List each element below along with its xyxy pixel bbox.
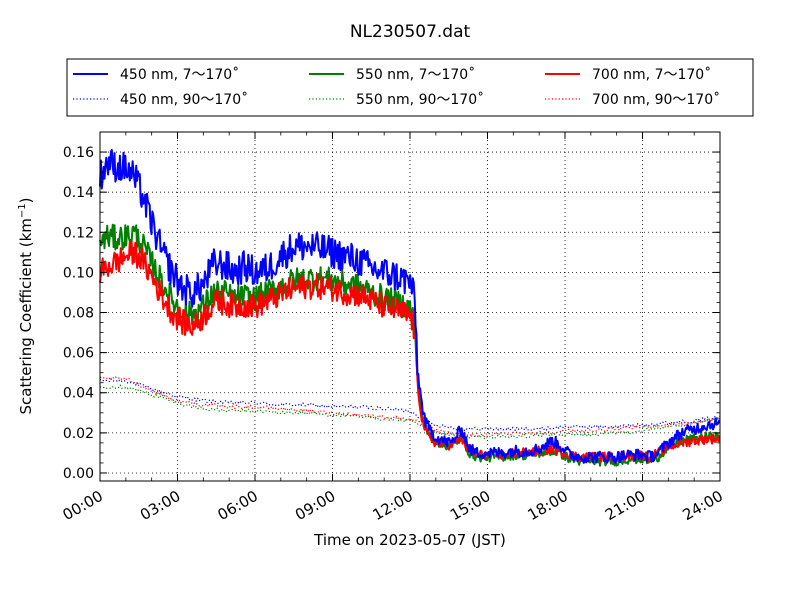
series-line-0	[99, 148, 721, 464]
x-tick-label: 15:00	[447, 487, 493, 524]
y-axis-label-main: Scattering Coefficient (km	[17, 218, 35, 414]
y-tick-label: 0.04	[63, 386, 94, 402]
series-line-1	[99, 223, 721, 467]
legend-label: 550 nm, 7～170˚	[356, 66, 475, 83]
legend-label: 700 nm, 7～170˚	[592, 66, 711, 83]
legend-label: 550 nm, 90～170˚	[356, 91, 484, 108]
y-axis-label-end: )	[17, 197, 35, 203]
y-tick-label: 0.08	[63, 306, 94, 322]
y-tick-label: 0.06	[63, 346, 94, 362]
y-tick-label: 0.16	[63, 145, 94, 161]
series-line-5	[99, 376, 721, 438]
plot-area	[99, 148, 721, 467]
grid	[100, 132, 720, 481]
x-tick-label: 12:00	[370, 487, 416, 524]
ticks: 0.00 0.02 0.04 0.06 0.08 0.10 0.12 0.14 0.16 00:0…	[60, 132, 726, 524]
y-tick-label: 0.14	[63, 185, 94, 201]
x-tick-label: 09:00	[292, 487, 338, 524]
x-tick-label: 24:00	[680, 487, 726, 524]
legend-label: 450 nm, 90～170˚	[120, 91, 248, 108]
y-tick-label: 0.10	[63, 265, 94, 281]
y-axis-label: Scattering Coefficient (km−1)	[17, 197, 35, 414]
x-tick-label: 18:00	[525, 487, 571, 524]
x-tick-label: 06:00	[215, 487, 261, 524]
legend-box	[66, 58, 754, 117]
y-tick-label: 0.02	[63, 426, 94, 442]
x-axis-label: Time on 2023-05-07 (JST)	[313, 531, 506, 549]
x-tick-label: 00:00	[60, 487, 106, 524]
y-tick-label: 0.12	[63, 225, 94, 241]
y-axis-label-sup: −1	[17, 203, 28, 218]
y-tick-label: 0.00	[63, 466, 94, 482]
x-tick-label: 03:00	[137, 487, 183, 524]
legend-label: 450 nm, 7～170˚	[120, 66, 239, 83]
chart-title: NL230507.dat	[350, 22, 471, 42]
x-tick-label: 21:00	[602, 487, 648, 524]
series-line-4	[99, 384, 721, 440]
legend-label: 700 nm, 90～170˚	[592, 91, 720, 108]
legend: 450 nm, 7～170˚ 450 nm, 90～170˚ 550 nm, 7～1…	[66, 58, 754, 117]
